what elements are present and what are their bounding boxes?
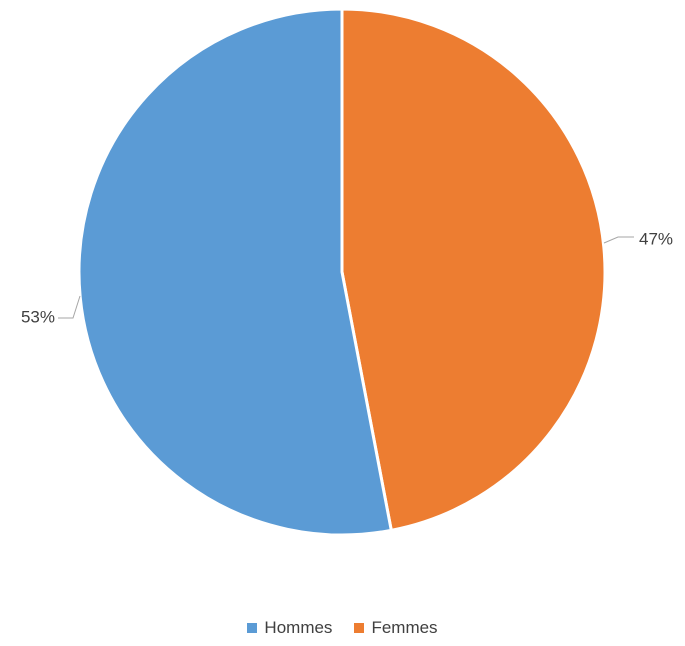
legend: Hommes Femmes — [0, 618, 685, 638]
leader-line-femmes — [603, 236, 634, 244]
legend-item-hommes: Hommes — [247, 618, 332, 638]
legend-swatch-femmes — [354, 623, 365, 633]
legend-swatch-hommes — [247, 623, 258, 633]
legend-label-hommes: Hommes — [264, 618, 333, 637]
pie-slice-femmes — [340, 7, 607, 532]
leader-line-hommes — [58, 295, 81, 319]
legend-item-femmes: Femmes — [354, 618, 438, 638]
leader-lines — [58, 236, 634, 319]
data-label-hommes: 53% — [21, 307, 55, 326]
legend-label-femmes: Femmes — [371, 618, 438, 637]
data-label-femmes: 47% — [639, 229, 673, 248]
pie-slices — [77, 7, 607, 537]
data-labels: 53% 47% — [21, 229, 673, 326]
